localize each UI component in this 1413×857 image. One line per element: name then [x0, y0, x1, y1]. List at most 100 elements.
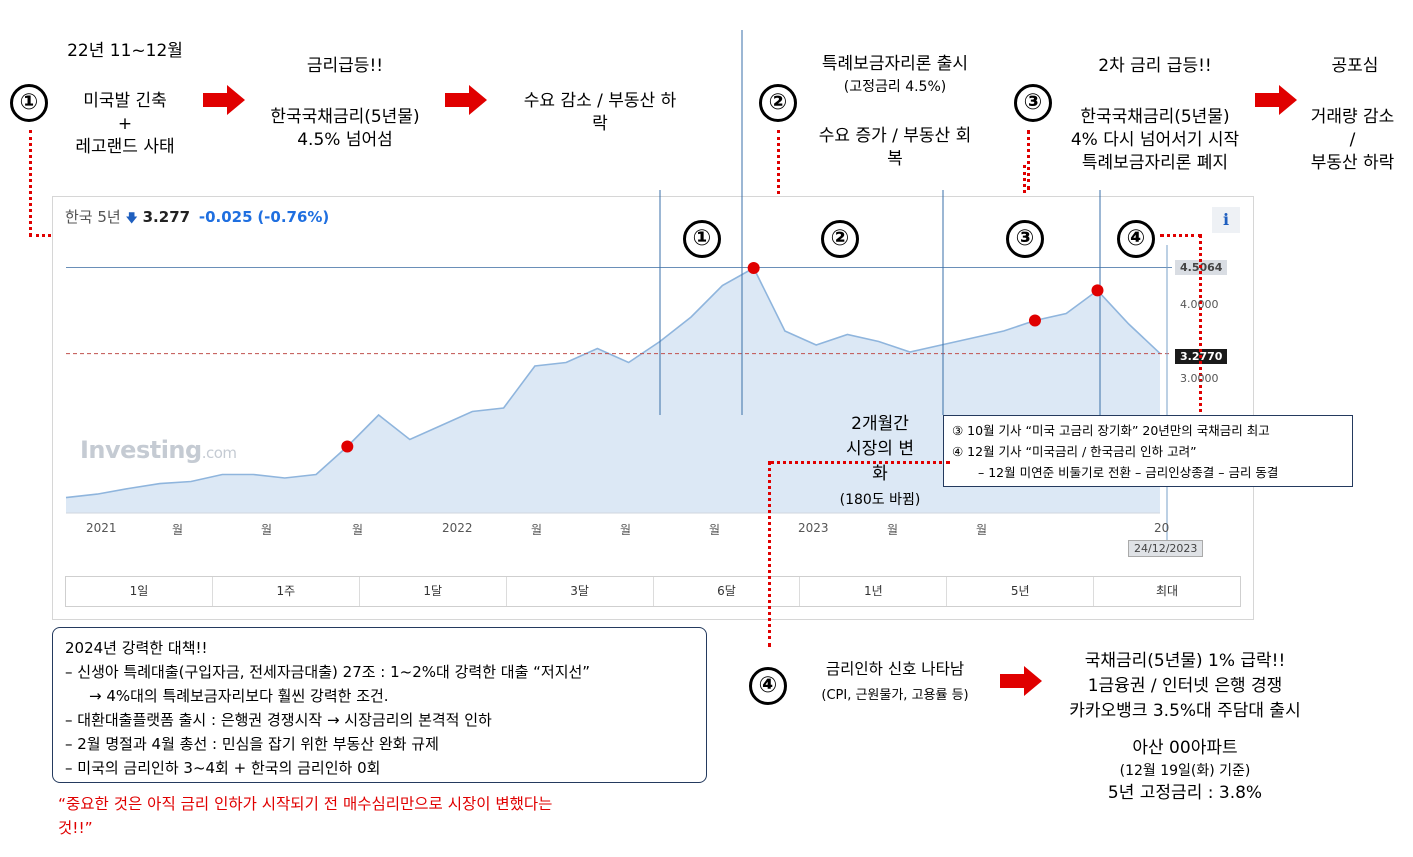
instrument-change: -0.025 [198, 208, 253, 226]
red-quote-line2: 것!!” [58, 819, 93, 837]
apt-rate: 5년 고정금리 : 3.8% [1107, 783, 1263, 803]
policy-title: 2024년 강력한 대책!! [65, 639, 208, 657]
y-tick-4: 4.0000 [1180, 298, 1219, 311]
x-tick-label: 월 [172, 523, 184, 537]
red-quote-line1: “중요한 것은 아직 금리 인하가 시작되기 전 매수심리만으로 시장이 변했다… [58, 795, 553, 813]
demand-up-line1: 수요 증가 / 부동산 회 [818, 126, 972, 146]
second-surge-detail1: 한국국채금리(5년물) [1080, 107, 1230, 127]
series-area [66, 268, 1160, 513]
cause-line1: 미국발 긴축 [83, 91, 167, 111]
x-tick-label: 2023 [798, 521, 829, 535]
result-line3: 카카오뱅크 3.5%대 주담대 출시 [1069, 701, 1301, 721]
connector-3-vertical-b [1023, 165, 1026, 193]
arrow-right-icon [1000, 666, 1042, 696]
special-loan-title: 특례보금자리론 출시 [821, 54, 969, 74]
result-line1: 국채금리(5년물) 1% 급락!! [1084, 651, 1286, 671]
connector-4-vertical [1199, 234, 1202, 420]
connector-1-vertical [29, 130, 32, 236]
series-line [65, 266, 1161, 499]
signal-title: 금리인하 신호 나타남 [825, 660, 965, 678]
marker-4-badge: ④ [1117, 220, 1155, 258]
rate-surge-detail1: 한국국채금리(5년물) [270, 107, 420, 127]
x-tick-label: 월 [887, 523, 899, 537]
mid-note-line3: 화 [872, 464, 888, 484]
connector-5-vertical [768, 461, 771, 647]
instrument-value: 3.277 [142, 208, 191, 226]
highlight-point-4 [1091, 284, 1104, 297]
mid-note-line4: (180도 바뀜) [839, 492, 921, 508]
info-icon[interactable]: i [1212, 207, 1240, 233]
marker-3-badge: ③ [1006, 220, 1044, 258]
x-tick-label: 20 [1154, 521, 1170, 535]
policy-box: 2024년 강력한 대책!! – 신생아 특례대출(구입자금, 전세자금대출) … [52, 627, 707, 783]
demand-up-line2: 복 [887, 149, 903, 169]
step-4-badge: ④ [749, 667, 787, 705]
down-arrow-icon: 🡇 [125, 211, 138, 225]
x-tick-label: 월 [352, 523, 364, 537]
connector-5-horizontal [770, 461, 950, 464]
fear-line1: 거래량 감소 [1310, 107, 1395, 127]
tab-3m[interactable]: 3달 [507, 577, 654, 606]
y-tick-3: 3.0000 [1180, 372, 1219, 385]
tab-6m[interactable]: 6달 [654, 577, 801, 606]
x-tick-label: 2021 [86, 521, 117, 535]
apt-name: 아산 00아파트 [1132, 738, 1238, 758]
period-label: 22년 11~12월 [67, 41, 183, 61]
demand-down-line1: 수요 감소 / 부동산 하 [523, 91, 677, 111]
highlight-point-2 [747, 262, 760, 274]
mid-note-line2: 시장의 변 [846, 439, 914, 459]
tab-1y[interactable]: 1년 [800, 577, 948, 606]
highlight-point-3 [1028, 314, 1041, 327]
x-tick-label: 월 [620, 523, 632, 537]
marker-2-badge: ② [821, 220, 859, 258]
policy-line2: → 4%대의 특례보금자리보다 훨씬 강력한 조건. [89, 687, 389, 705]
date-label: 24/12/2023 [1128, 540, 1204, 557]
x-tick-label: 월 [976, 523, 988, 537]
fear-line3: 부동산 하락 [1310, 153, 1395, 173]
tab-1w[interactable]: 1주 [213, 577, 360, 606]
x-tick-label: 월 [261, 523, 273, 537]
x-tick-label: 2022 [442, 521, 473, 535]
x-tick-label: 월 [531, 523, 543, 537]
marker-1-badge: ① [683, 220, 721, 258]
special-loan-sub: (고정금리 4.5%) [843, 79, 947, 95]
cause-line2: 레고랜드 사태 [75, 137, 175, 157]
signal-sub: (CPI, 근원물가, 고용률 등) [821, 688, 969, 703]
fear-title: 공포심 [1331, 56, 1379, 76]
highlight-point-1 [341, 440, 354, 453]
instrument-name: 한국 5년 [65, 208, 121, 226]
second-surge-title: 2차 금리 급등!! [1098, 56, 1212, 76]
arrow-right-icon [203, 85, 245, 115]
tab-1d[interactable]: 1일 [66, 577, 213, 606]
arrow-right-icon [445, 85, 487, 115]
step-1-badge: ① [10, 84, 48, 122]
rate-surge-title: 금리급등!! [306, 56, 384, 76]
investing-watermark: Investing.com [80, 436, 237, 464]
step-3-badge: ③ [1014, 84, 1052, 122]
callout-line1: ③ 10월 기사 “미국 고금리 장기화” 20년만의 국채금리 최고 [952, 423, 1270, 438]
fear-line2: / [1349, 130, 1356, 150]
instrument-change-pct: (-0.76%) [257, 208, 330, 226]
news-callout: ③ 10월 기사 “미국 고금리 장기화” 20년만의 국채금리 최고 ④ 12… [943, 415, 1353, 487]
chart-header: 한국 5년 🡇 3.277 -0.025 (-0.76%) [65, 207, 329, 228]
callout-line2: ④ 12월 기사 “미국금리 / 한국금리 인하 고려” [952, 444, 1197, 459]
callout-line3: – 12월 미연준 비둘기로 전환 – 금리인상종결 – 금리 동결 [978, 465, 1279, 480]
mid-note-line1: 2개월간 [851, 414, 909, 434]
tab-5y[interactable]: 5년 [947, 577, 1095, 606]
second-surge-detail2: 4% 다시 넘어서기 시작 [1070, 130, 1240, 150]
timeframe-tabs: 1일 1주 1달 3달 6달 1년 5년 최대 [65, 576, 1241, 607]
second-surge-detail3: 특례보금자리론 폐지 [1081, 153, 1229, 173]
tab-1m[interactable]: 1달 [360, 577, 507, 606]
rate-surge-detail2: 4.5% 넘어섬 [297, 130, 393, 150]
policy-line3: – 대환대출플랫폼 출시 : 은행권 경쟁시작 → 시장금리의 본격적 인하 [65, 711, 492, 729]
connector-3-vertical [1027, 130, 1030, 190]
policy-line4: – 2월 명절과 4월 총선 : 민심을 잡기 위한 부동산 완화 규제 [65, 735, 439, 753]
result-line2: 1금융권 / 인터넷 은행 경쟁 [1087, 676, 1283, 696]
arrow-right-icon [1255, 85, 1297, 115]
connector-2-vertical [777, 130, 780, 236]
tab-max[interactable]: 최대 [1156, 584, 1179, 598]
policy-line5: – 미국의 금리인하 3~4회 + 한국의 금리인하 0회 [65, 759, 381, 777]
step-2-badge: ② [759, 84, 797, 122]
x-tick-label: 월 [709, 523, 721, 537]
